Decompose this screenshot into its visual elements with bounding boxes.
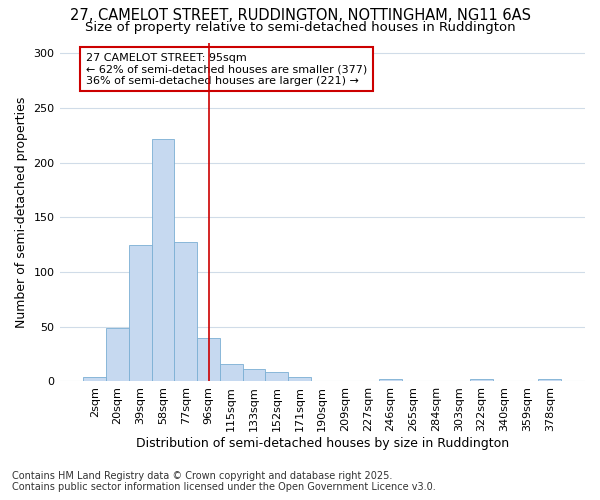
Bar xyxy=(470,380,493,382)
Bar xyxy=(265,372,288,382)
Bar xyxy=(220,364,242,382)
Bar xyxy=(538,380,561,382)
Text: Contains HM Land Registry data © Crown copyright and database right 2025.
Contai: Contains HM Land Registry data © Crown c… xyxy=(12,471,436,492)
Text: Size of property relative to semi-detached houses in Ruddington: Size of property relative to semi-detach… xyxy=(85,21,515,34)
Bar xyxy=(129,245,152,382)
Bar xyxy=(197,338,220,382)
Text: 27, CAMELOT STREET, RUDDINGTON, NOTTINGHAM, NG11 6AS: 27, CAMELOT STREET, RUDDINGTON, NOTTINGH… xyxy=(70,8,530,22)
Bar xyxy=(152,138,175,382)
Text: 27 CAMELOT STREET: 95sqm
← 62% of semi-detached houses are smaller (377)
36% of : 27 CAMELOT STREET: 95sqm ← 62% of semi-d… xyxy=(86,52,367,86)
Bar xyxy=(288,377,311,382)
Y-axis label: Number of semi-detached properties: Number of semi-detached properties xyxy=(15,96,28,328)
Bar xyxy=(106,328,129,382)
X-axis label: Distribution of semi-detached houses by size in Ruddington: Distribution of semi-detached houses by … xyxy=(136,437,509,450)
Bar xyxy=(175,242,197,382)
Bar xyxy=(242,370,265,382)
Bar xyxy=(379,380,402,382)
Bar xyxy=(83,377,106,382)
